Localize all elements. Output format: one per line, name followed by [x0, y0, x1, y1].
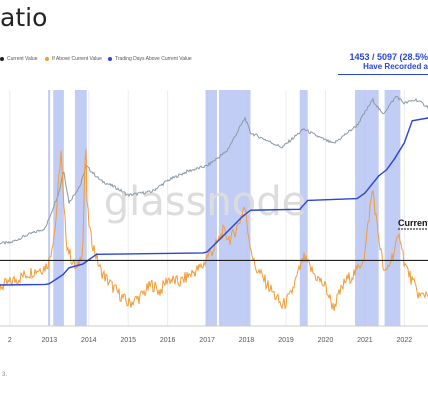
stat-annotation: 1453 / 5097 (28.5% Have Recorded a [338, 52, 428, 75]
shaded-periods [48, 90, 401, 326]
price-line [0, 95, 428, 246]
legend-label: Current Value [7, 56, 38, 62]
shaded-period [355, 90, 379, 326]
shaded-period [384, 90, 401, 326]
legend-label: Trading Days Above Current Value [115, 56, 192, 62]
legend-item-above-current[interactable]: If Above Current Value [45, 56, 102, 62]
x-tick-label: 2019 [278, 337, 294, 344]
current-value-label: Current [398, 218, 428, 228]
chart-plot[interactable]: glassnode Current 2 2013 2014 2015 2016 2017 2… [0, 68, 428, 358]
x-tick-label: 2015 [120, 337, 136, 344]
shaded-period [48, 90, 51, 326]
legend-dot-icon [108, 56, 112, 61]
legend-item-trading-days[interactable]: Trading Days Above Current Value [108, 56, 192, 62]
x-tick-label: 2017 [199, 337, 215, 344]
footnote: 3. [2, 372, 8, 378]
legend-dot-icon [0, 56, 4, 61]
stat-count: 1453 / 5097 (28.5% [349, 52, 428, 62]
shaded-period [205, 90, 217, 326]
legend-dot-icon [45, 56, 49, 61]
ratio-line [0, 148, 428, 312]
watermark: glassnode [104, 179, 307, 225]
shaded-period [53, 90, 64, 326]
x-tick-label: 2 [8, 337, 12, 344]
x-axis: 2 2013 2014 2015 2016 2017 2018 2019 2020 2021 202… [0, 325, 428, 344]
x-tick-label: 2016 [160, 337, 176, 344]
chart-title: atio [0, 3, 48, 32]
trading-days-line [0, 117, 428, 286]
shaded-period [299, 90, 308, 326]
stat-caption: Have Recorded a [363, 62, 428, 71]
legend-label: If Above Current Value [52, 56, 102, 62]
x-tick-label: 2013 [42, 337, 58, 344]
x-tick-label: 2022 [397, 337, 413, 344]
x-tick-label: 2014 [81, 337, 97, 344]
series-lines [0, 95, 428, 312]
shaded-period [218, 90, 251, 326]
x-tick-label: 2020 [318, 337, 334, 344]
x-tick-label: 2021 [357, 337, 373, 344]
shaded-period [74, 90, 87, 326]
stat-underline [338, 74, 428, 75]
x-tick-label: 2018 [239, 337, 255, 344]
legend-item-current-value[interactable]: Current Value [0, 56, 37, 62]
